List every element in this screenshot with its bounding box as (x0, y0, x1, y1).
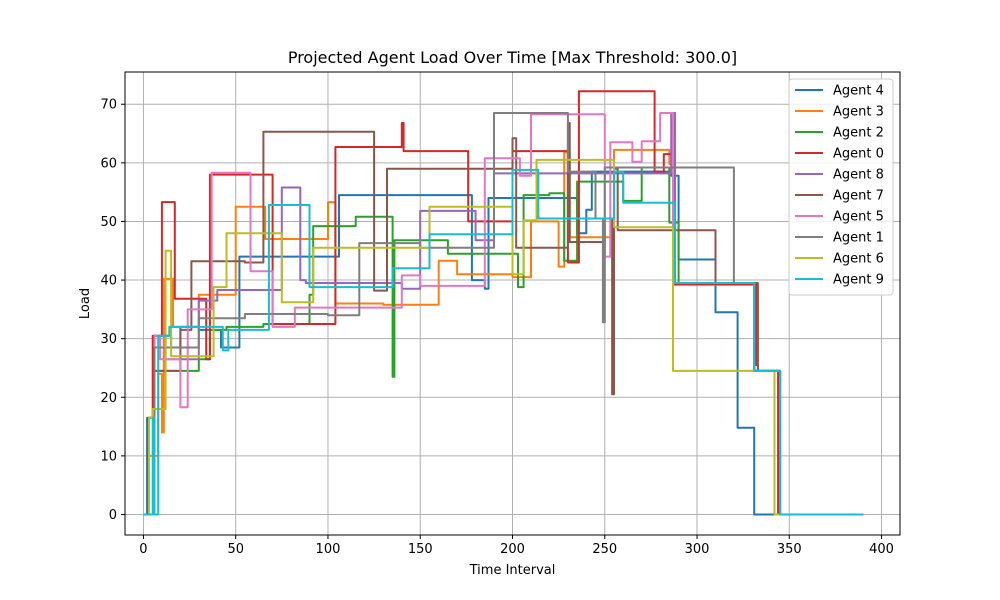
legend-label: Agent 6 (833, 252, 884, 267)
x-tick-label: 100 (316, 542, 341, 557)
x-tick-label: 200 (500, 542, 525, 557)
x-tick-label: 400 (869, 542, 894, 557)
x-tick-label: 300 (685, 542, 710, 557)
chart-title: Projected Agent Load Over Time [Max Thre… (288, 48, 737, 67)
legend-label: Agent 0 (833, 147, 884, 162)
x-tick-label: 350 (777, 542, 802, 557)
legend-label: Agent 3 (833, 105, 884, 120)
legend-label: Agent 7 (833, 189, 884, 204)
x-tick-label: 0 (139, 542, 147, 557)
y-tick-label: 40 (100, 274, 117, 289)
y-tick-label: 50 (100, 215, 117, 230)
y-tick-label: 20 (100, 391, 117, 406)
y-tick-label: 70 (100, 98, 117, 113)
legend: Agent 4 Agent 3 Agent 2 Agent 0 Agent 8 Agent… (788, 78, 894, 296)
x-axis-label: Time Interval (469, 563, 556, 578)
axis-ticks: 0 50 100 150 200 250 300 350 400 0 10 20 30 40 50 60 70 (100, 98, 894, 557)
x-tick-label: 150 (408, 542, 433, 557)
x-tick-label: 50 (227, 542, 244, 557)
legend-label: Agent 4 (833, 84, 884, 99)
y-tick-label: 60 (100, 156, 117, 171)
legend-label: Agent 9 (833, 273, 884, 288)
y-axis-label: Load (78, 288, 93, 319)
series-line-agent-0 (143, 90, 864, 516)
y-tick-label: 0 (109, 508, 117, 523)
x-tick-label: 250 (592, 542, 617, 557)
series-lines (143, 90, 864, 516)
legend-label: Agent 8 (833, 168, 884, 183)
series-line-agent-5 (143, 112, 864, 516)
series-line-agent-6 (143, 158, 864, 516)
y-tick-label: 30 (100, 332, 117, 347)
legend-label: Agent 1 (833, 231, 884, 246)
series-line-agent-9 (143, 168, 864, 516)
legend-label: Agent 2 (833, 126, 884, 141)
y-tick-label: 10 (100, 449, 117, 464)
legend-label: Agent 5 (833, 210, 884, 225)
